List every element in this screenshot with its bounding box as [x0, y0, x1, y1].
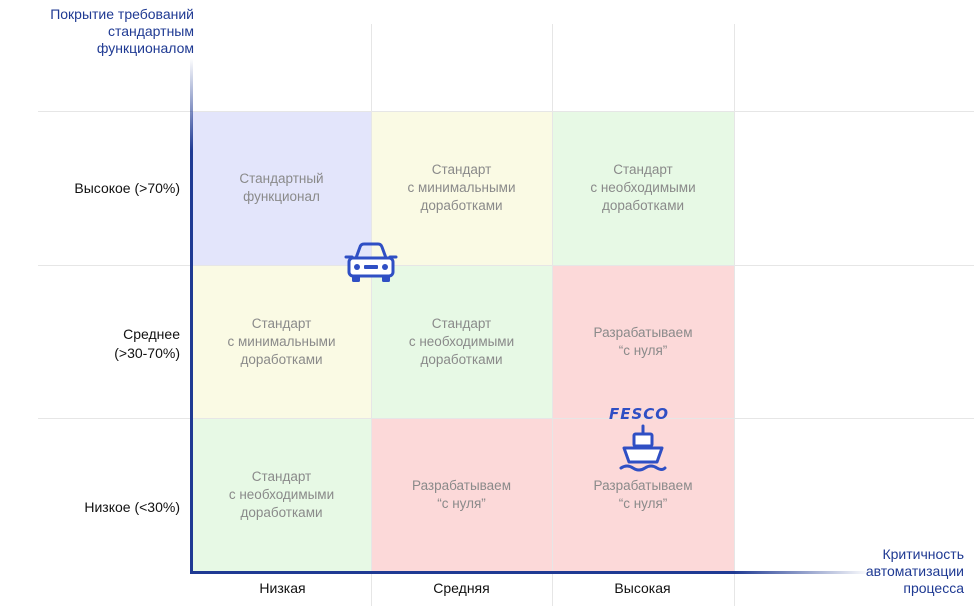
cell-medium-high: Разрабатываем “с нуля”	[552, 265, 734, 418]
grid-line-horizontal	[38, 111, 974, 112]
cell-medium-medium: Стандарт с необходимыми доработками	[371, 265, 552, 418]
grid-line-vertical	[734, 24, 735, 606]
cell-high-low: Стандартный функционал	[192, 111, 371, 265]
cell-high-medium: Стандарт с минимальными доработками	[371, 111, 552, 265]
x-axis-title: Критичность автоматизации процесса	[865, 546, 964, 596]
cell-text: Стандарт с минимальными доработками	[407, 162, 516, 213]
y-axis-title: Покрытие требований стандартным функцион…	[50, 6, 194, 56]
column-label-high: Высокая	[614, 580, 671, 596]
cell-high-high: Стандарт с необходимыми доработками	[552, 111, 734, 265]
cell-text: Разрабатываем “с нуля”	[593, 478, 693, 511]
y-axis-line	[190, 58, 193, 574]
ship-icon	[618, 424, 668, 472]
grid-line-vertical	[552, 24, 553, 606]
fesco-logo: FESCO	[609, 405, 670, 423]
cell-text: Стандарт с минимальными доработками	[227, 315, 336, 367]
cell-medium-low: Стандарт с минимальными доработками	[192, 265, 371, 418]
cell-low-low: Стандарт с необходимыми доработками	[192, 418, 371, 572]
column-label-low: Низкая	[259, 580, 306, 596]
car-icon	[343, 238, 399, 286]
cell-text: Разрабатываем “с нуля”	[593, 324, 693, 358]
row-label-low: Низкое (<30%)	[84, 499, 180, 515]
row-label-high: Высокое (>70%)	[74, 180, 180, 196]
grid-line-horizontal	[38, 418, 974, 419]
cell-text: Стандарт с необходимыми доработками	[408, 315, 515, 367]
grid-line-horizontal	[38, 265, 974, 266]
cell-text: Стандартный функционал	[239, 171, 324, 204]
column-label-medium: Средняя	[433, 580, 490, 596]
cell-low-medium: Разрабатываем “с нуля”	[371, 418, 552, 572]
x-axis-line	[190, 571, 870, 574]
grid-line-vertical	[371, 24, 372, 606]
cell-text: Стандарт с необходимыми доработками	[590, 162, 696, 213]
row-label-medium: Среднее (>30-70%)	[114, 326, 180, 361]
cell-text: Разрабатываем “с нуля”	[412, 478, 511, 511]
cell-text: Стандарт с необходимыми доработками	[228, 469, 335, 520]
